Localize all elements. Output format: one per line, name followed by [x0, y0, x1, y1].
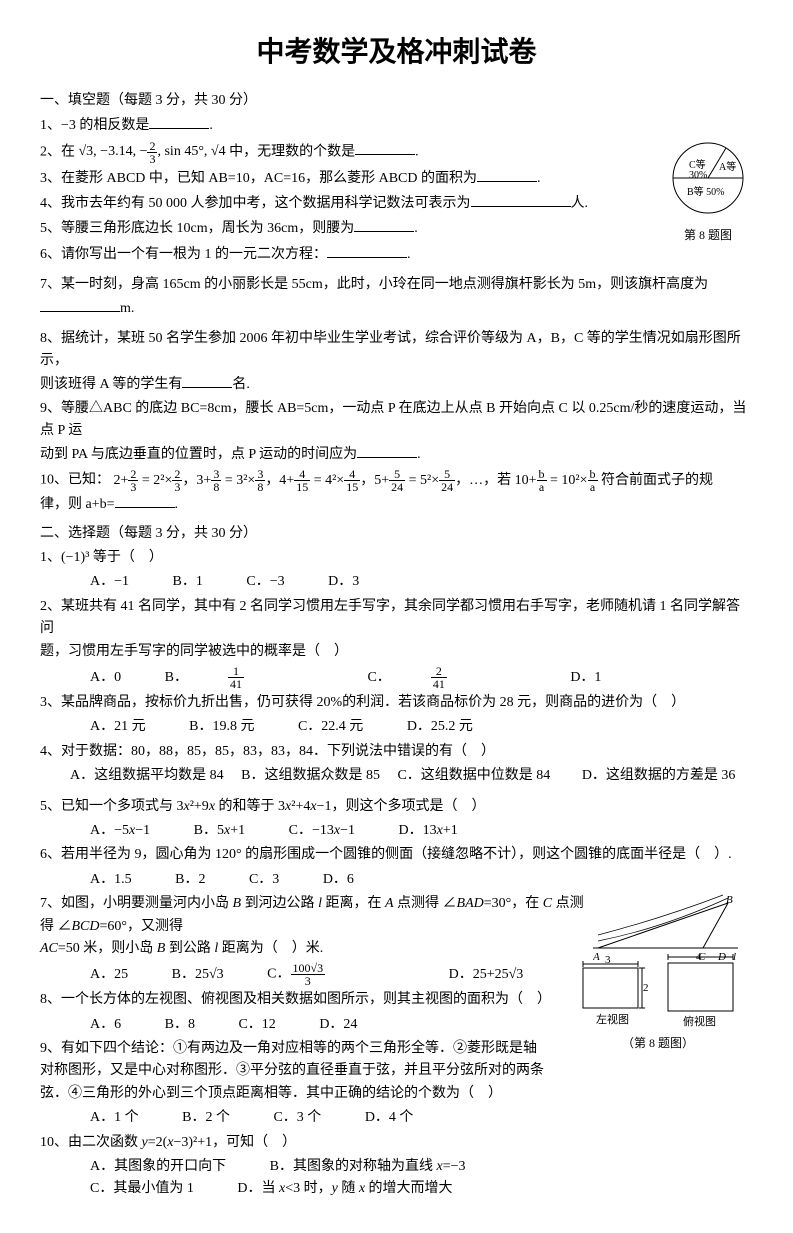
q2-10-opts: A．其图象的开口向下 B．其图象的对称轴为直线 x=−3 C．其最小值为 1 D…: [40, 1156, 753, 1201]
q1-8: 8、据统计，某班 50 名学生参加 2006 年初中毕业生学业考试，综合评价等级…: [40, 328, 753, 396]
q5-text: 5、已知一个多项式与 3x²+9x 的和等于 3x²+4x−1，则这个多项式是（…: [40, 799, 485, 814]
q2-3-opts: A．21 元 B．19.8 元 C．22.4 元 D．25.2 元: [40, 716, 753, 738]
q1-5: 5、等腰三角形底边长 10cm，周长为 36cm，则腰为.: [40, 217, 753, 240]
blank: [115, 493, 175, 508]
q2-7: 7、如图，小明要测量河内小岛 B 到河边公路 l 距离，在 A 点测得 ∠BAD…: [40, 893, 753, 960]
q2-2-opts: A．0 B．141 C．241 D．1: [40, 665, 753, 690]
q2-6-opts: A．1.5 B．2 C．3 D．6: [40, 869, 753, 891]
q2-5: 5、已知一个多项式与 3x²+9x 的和等于 3x²+4x−1，则这个多项式是（…: [40, 796, 753, 818]
q2-9-opts: A．1 个 B．2 个 C．3 个 D．4 个: [40, 1107, 753, 1129]
blank: [355, 140, 415, 155]
q1-3: 3、在菱形 ABCD 中，已知 AB=10，AC=16，那么菱形 ABCD 的面…: [40, 167, 753, 190]
blank: [471, 192, 571, 207]
q2-6: 6、若用半径为 9，圆心角为 120° 的扇形围成一个圆锥的侧面（接缝忽略不计）…: [40, 844, 753, 866]
q2-4-opts: A．这组数据平均数是 84 B．这组数据众数是 85 C．这组数据中位数是 84…: [40, 765, 753, 787]
q2-4: 4、对于数据：80，88，85，85，83，83，84．下列说法中错误的有（ ）: [40, 741, 753, 763]
q7-q8-block: A B C D l 3 2 左视图 4 俯视图 （第 8 题图）: [40, 893, 753, 1130]
q1-4: 4、我市去年约有 50 000 人参加中考，这个数据用科学记数法可表示为人.: [40, 192, 753, 215]
q7a-text: 7、如图，小明要测量河内小岛 B 到河边公路 l 距离，在 A 点测得 ∠BAD…: [40, 896, 584, 933]
q7b-text: AC=50 米，则小岛 B 到公路 l 距离为（ ）米.: [40, 941, 323, 956]
blank: [40, 297, 120, 312]
page: 中考数学及格冲刺试卷 C等 30% A等 B等 50% 第 8 题图 一、填空题…: [40, 30, 753, 1201]
page-title: 中考数学及格冲刺试卷: [40, 30, 753, 75]
q1-6: 6、请你写出一个有一根为 1 的一元二次方程：.: [40, 243, 753, 266]
q2-1-opts: A．−1 B．1 C．−3 D．3: [40, 571, 753, 593]
q2-1: 1、(−1)³ 等于（ ）: [40, 547, 753, 569]
q2-9: 9、有如下四个结论：①有两边及一角对应相等的两个三角形全等．②菱形既是轴 对称图…: [40, 1038, 753, 1105]
blank: [182, 373, 232, 388]
q2-10: 10、由二次函数 y=2(x−3)²+1，可知（ ）: [40, 1132, 753, 1154]
section1-head: 一、填空题（每题 3 分，共 30 分）: [40, 90, 753, 112]
q1-9: 9、等腰△ABC 的底边 BC=8cm，腰长 AB=5cm，一动点 P 在底边上…: [40, 398, 753, 466]
q1-7: 7、某一时刻，身高 165cm 的小丽影长是 55cm，此时，小玲在同一地点测得…: [40, 274, 753, 320]
q2-5-opts: A．−5x−1 B．5x+1 C．−13x−1 D．13x+1: [40, 820, 753, 842]
svg-text:左视图: 左视图: [596, 1012, 629, 1026]
q1-10: 10、已知： 2+23 = 2²×23，3+38 = 3²×38，4+415 =…: [40, 468, 753, 516]
blank: [149, 114, 209, 129]
q10-expr: 2+23 = 2²×23，3+38 = 3²×38，4+415 = 4²×415…: [114, 473, 714, 488]
blank: [354, 217, 414, 232]
q1-2: 2、在 √3, −3.14, −23, sin 45°, √4 中，无理数的个数…: [40, 140, 753, 165]
blank: [327, 243, 407, 258]
q10-text: 10、由二次函数 y=2(x−3)²+1，可知（ ）: [40, 1135, 296, 1150]
q2-3: 3、某品牌商品，按标价九折出售，仍可获得 20%的利润．若该商品标价为 28 元…: [40, 692, 753, 714]
blank: [357, 443, 417, 458]
q1-1: 1、−3 的相反数是.: [40, 114, 753, 137]
svg-text:俯视图: 俯视图: [683, 1014, 716, 1028]
q2-2: 2、某班共有 41 名同学，其中有 2 名同学习惯用左手写字，其余同学都习惯用右…: [40, 596, 753, 663]
q2-expr: √3, −3.14, −23, sin 45°, √4: [79, 144, 226, 159]
blank: [477, 167, 537, 182]
q2-8: 8、一个长方体的左视图、俯视图及相关数据如图所示，则其主视图的面积为（ ）: [40, 989, 753, 1011]
section2-head: 二、选择题（每题 3 分，共 30 分）: [40, 523, 753, 545]
